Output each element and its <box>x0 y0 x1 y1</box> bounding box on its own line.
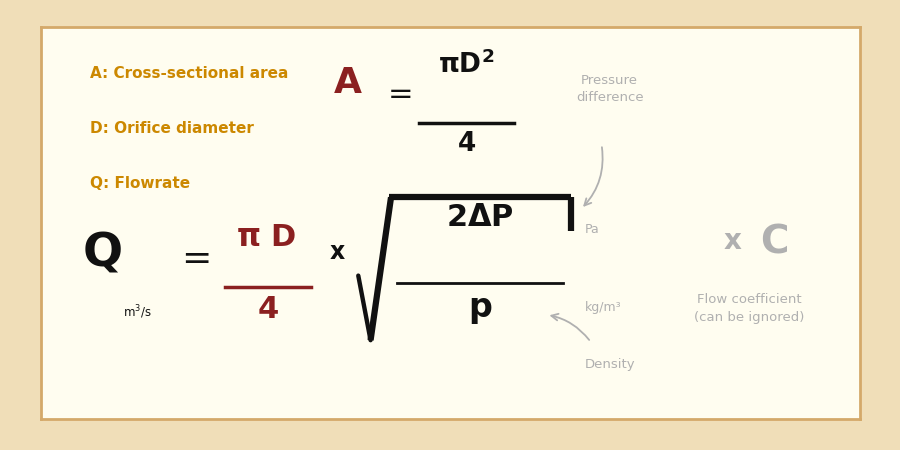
Text: $\mathbf{\pi \ D}$: $\mathbf{\pi \ D}$ <box>236 223 295 252</box>
Text: $\mathbf{\pi D^2}$: $\mathbf{\pi D^2}$ <box>438 50 494 79</box>
Text: $\mathbf{4}$: $\mathbf{4}$ <box>257 295 279 324</box>
Text: Pa: Pa <box>585 223 600 236</box>
Text: kg/m³: kg/m³ <box>585 301 622 314</box>
Text: A: Cross-sectional area: A: Cross-sectional area <box>90 66 288 81</box>
Text: Flow coefficient
(can be ignored): Flow coefficient (can be ignored) <box>694 293 804 324</box>
Text: $\mathbf{p}$: $\mathbf{p}$ <box>468 293 492 326</box>
Text: $\mathbf{x}$: $\mathbf{x}$ <box>328 240 346 264</box>
Text: $\mathrm{m^3/s}$: $\mathrm{m^3/s}$ <box>122 303 151 320</box>
Text: D: Orifice diameter: D: Orifice diameter <box>90 121 254 136</box>
Text: $=$: $=$ <box>175 240 210 274</box>
Text: $\mathbf{4}$: $\mathbf{4}$ <box>457 131 476 157</box>
Text: $\mathbf{A}$: $\mathbf{A}$ <box>333 66 363 100</box>
Text: Q: Flowrate: Q: Flowrate <box>90 176 190 191</box>
Text: Density: Density <box>584 358 635 371</box>
Text: Pressure
difference: Pressure difference <box>576 74 644 104</box>
Text: $=$: $=$ <box>382 78 412 107</box>
Text: $\mathbf{Q}$: $\mathbf{Q}$ <box>82 230 122 275</box>
Text: $\mathbf{x}$: $\mathbf{x}$ <box>723 227 742 255</box>
Text: $\mathbf{C}$: $\mathbf{C}$ <box>760 223 788 261</box>
Text: $\mathbf{2\Delta P}$: $\mathbf{2\Delta P}$ <box>446 203 514 232</box>
